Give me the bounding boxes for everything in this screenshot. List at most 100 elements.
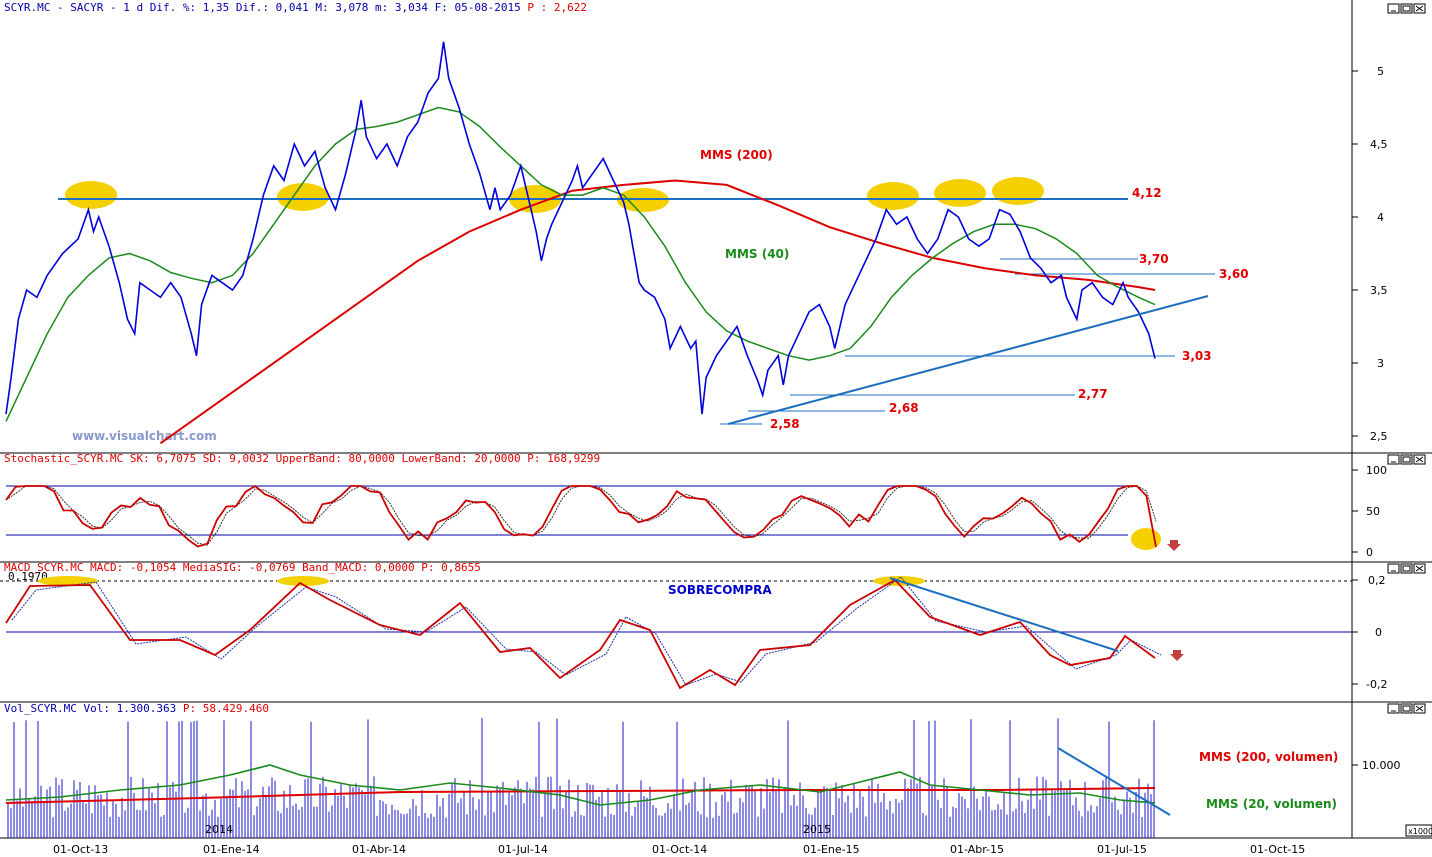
volume-y-axis: 10.000 x1000 [1352,759,1432,837]
macd-y-axis: 0,2 0 -0,2 [1352,574,1387,691]
y-tick: 0 [1375,626,1382,639]
y-tick: 3 [1377,357,1384,370]
x-tick: 01-Abr-14 [352,843,406,856]
stoch-p-label: P: [527,452,540,465]
label-2-58: 2,58 [770,417,800,431]
label-2-77: 2,77 [1078,387,1108,401]
stoch-sk: 6,7075 [156,452,196,465]
max-label: M: [315,1,328,14]
x-tick: 01-Oct-13 [53,843,108,856]
vol-p: 58.429.460 [203,702,269,715]
volume-mms20-line [5,764,1156,806]
volume-panel-header: Vol_SCYR.MC Vol: 1.300.363 P: 58.429.460 [4,702,269,715]
stoch-lower: 20,0000 [474,452,520,465]
y-tick: 3,5 [1370,284,1388,297]
y-tick: 4 [1377,211,1384,224]
watermark: www.visualchart.com [72,429,217,443]
close-icon[interactable] [1415,456,1424,463]
macd-window-buttons[interactable] [1387,563,1426,574]
dif-pct-label: Dif. %: [150,1,196,14]
highlight-ellipse [934,179,986,207]
stoch-sd-line [5,485,1157,546]
label-3-70: 3,70 [1139,252,1169,266]
label-vol-mms20: MMS (20, volumen) [1206,797,1337,811]
stochastic-window-buttons[interactable] [1387,454,1426,465]
maximize-icon[interactable] [1402,565,1411,572]
x-tick: 01-Ene-14 [203,843,260,856]
stoch-sk-line [5,484,1157,548]
max-value: 3,078 [335,1,368,14]
y-tick: -0,2 [1366,678,1387,691]
vol-p-label: P: [183,702,196,715]
price-highlights [65,177,1044,213]
volume-trendline [1057,747,1171,816]
sobrecompra-label: SOBRECOMPRA [668,583,772,597]
year-label-2015: 2015 [803,823,831,836]
date-value: 05-08-2015 [454,1,520,14]
label-3-03: 3,03 [1182,349,1212,363]
macd-p: 0,8655 [441,561,481,574]
maximize-icon[interactable] [1402,5,1411,12]
year-label-2014: 2014 [205,823,233,836]
stoch-upper: 80,0000 [348,452,394,465]
macd-band: 0,0000 [375,561,415,574]
x-tick: 01-Jul-14 [498,843,548,856]
close-icon[interactable] [1415,565,1424,572]
label-4-12: 4,12 [1132,186,1162,200]
label-vol-mms200: MMS (200, volumen) [1199,750,1338,764]
macd-highlight [277,576,329,586]
horizontal-levels [58,198,1215,425]
macd-small-value: 0,1970 [8,570,48,583]
down-arrow-icon [1167,540,1181,551]
price-line [5,41,1156,415]
macd-sig-label: MediaSIG: [183,561,243,574]
svg-text:SCYR.MC - SACYR: SCYR.MC - SACYR - 1 d Dif. %: 1,35 Dif.:… [4,1,587,14]
macd-label: MACD: [90,561,123,574]
macd-trendline [889,577,1119,652]
svg-text:Stochastic_SCYR.MC: Stochastic_SCYR.MC SK: 6,7075 SD: 9,0032… [4,452,600,465]
company-name: SACYR [70,1,103,14]
x-tick: 01-Ene-15 [803,843,860,856]
y-tick: 10.000 [1362,759,1401,772]
x-tick: 01-Abr-15 [950,843,1004,856]
support-trendline [727,295,1209,425]
macd-line [5,578,1156,690]
stoch-lower-label: LowerBand: [401,452,467,465]
stoch-y-axis: 100 50 0 [1352,464,1387,559]
price-window-buttons[interactable] [1387,3,1426,14]
y-tick: 0 [1366,546,1373,559]
y-tick: 4,5 [1370,138,1388,151]
price-value: 2,622 [554,1,587,14]
symbol: SCYR.MC [4,1,50,14]
maximize-icon[interactable] [1402,705,1411,712]
close-icon[interactable] [1415,705,1424,712]
stochastic-panel-header: Stochastic_SCYR.MC SK: 6,7075 SD: 9,0032… [4,452,600,465]
mms40-line [5,106,1156,422]
maximize-icon[interactable] [1402,456,1411,463]
macd-p-label: P: [421,561,434,574]
close-icon[interactable] [1415,5,1424,12]
label-2-68: 2,68 [889,401,919,415]
label-mms40: MMS (40) [725,247,789,261]
macd-band-label: Band_MACD: [302,561,368,574]
y-tick: 100 [1366,464,1387,477]
volume-bars [7,718,1155,838]
svg-text:MACD_SCYR.MC MAC: MACD_SCYR.MC MACD: -0,1054 MediaSIG: -0,… [4,561,481,574]
price-panel-header: SCYR.MC - SACYR - 1 d Dif. %: 1,35 Dif.:… [4,1,587,14]
stoch-upper-label: UpperBand: [276,452,342,465]
price-y-axis: 5 4,5 4 3,5 3 2,5 [1352,65,1388,443]
dif-label: Dif.: [236,1,269,14]
period: 1 d [123,1,143,14]
min-label: m: [375,1,388,14]
highlight-ellipse [867,182,919,210]
volume-window-buttons[interactable] [1387,703,1426,714]
dif-value: 0,041 [276,1,309,14]
highlight-ellipse [992,177,1044,205]
x-axis: 01-Oct-13 01-Ene-14 01-Abr-14 01-Jul-14 … [53,843,1305,856]
y-tick: 50 [1366,505,1380,518]
macd-value: -0,1054 [130,561,177,574]
highlight-ellipse [277,183,329,211]
min-value: 3,034 [395,1,428,14]
stoch-sk-label: SK: [130,452,150,465]
